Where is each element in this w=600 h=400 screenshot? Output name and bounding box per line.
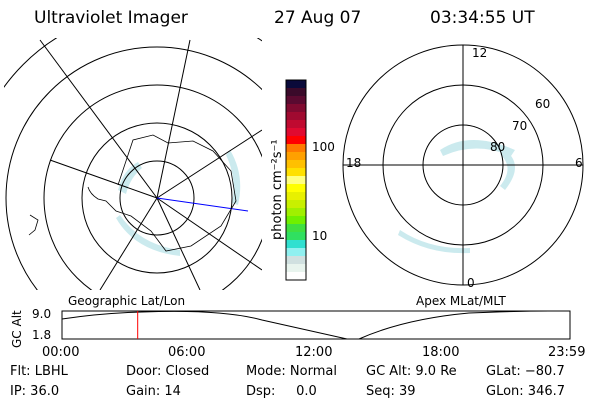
glon: GLon: 346.7 <box>486 384 566 399</box>
timeline-ylabel: GC Alt <box>10 310 24 348</box>
colorbar-band <box>286 96 306 105</box>
left-map-label: Geographic Lat/Lon <box>68 294 186 308</box>
filter: Flt: LBHL <box>10 364 68 379</box>
dsp: Dsp: 0.0 <box>246 384 317 399</box>
time: 03:34:55 UT <box>430 8 535 28</box>
colorbar-band <box>286 216 306 225</box>
colorbar-band <box>286 144 306 153</box>
colorbar-band <box>286 256 306 265</box>
colorbar-band <box>286 152 306 161</box>
colorbar-band <box>286 200 306 209</box>
colorbar-band <box>286 160 306 169</box>
ytick-1.8: 1.8 <box>32 328 52 342</box>
colorbar-band <box>286 232 306 241</box>
mlt-0: 0 <box>467 276 475 290</box>
colorbar-band <box>286 80 306 89</box>
colorbar-band <box>286 136 306 145</box>
glat: GLat: −80.7 <box>486 364 565 379</box>
right-map-label: Apex MLat/MLT <box>416 294 506 308</box>
xtick-2: 12:00 <box>295 345 333 360</box>
colorbar-band <box>286 112 306 121</box>
timeline-plot <box>61 310 571 340</box>
mode: Mode: Normal <box>246 364 337 379</box>
mlt-18: 18 <box>346 156 362 170</box>
colorbar-band <box>286 264 306 273</box>
colorbar-label: photon cm⁻²s⁻¹ <box>270 139 285 240</box>
gc-alt: GC Alt: 9.0 Re <box>366 364 457 379</box>
mlt-6: 6 <box>575 156 583 170</box>
xtick-3: 18:00 <box>422 345 460 360</box>
date: 27 Aug 07 <box>274 8 362 28</box>
colorbar-band <box>286 192 306 201</box>
ytick-9: 9.0 <box>32 307 52 321</box>
colorbar-band <box>286 104 306 113</box>
mlt-12: 12 <box>472 46 488 60</box>
colorbar-band <box>286 224 306 233</box>
door: Door: Closed <box>126 364 210 379</box>
colorbar-tick-10: 10 <box>312 229 328 243</box>
geographic-map <box>4 38 262 290</box>
xtick-0: 00:00 <box>42 345 80 360</box>
colorbar-tick-100: 100 <box>312 140 335 154</box>
colorbar-band <box>286 168 306 177</box>
colorbar-band <box>286 248 306 257</box>
colorbar-band <box>286 128 306 137</box>
instrument-title: Ultraviolet Imager <box>34 8 188 28</box>
colorbar-band <box>286 240 306 249</box>
aurora-oval-apex <box>398 140 515 254</box>
mlat-60: 60 <box>535 97 551 111</box>
xtick-4: 23:59 <box>548 345 586 360</box>
colorbar-band <box>286 208 306 217</box>
seq: Seq: 39 <box>366 384 416 399</box>
mlat-70: 70 <box>512 119 528 133</box>
xtick-1: 06:00 <box>168 345 206 360</box>
aurora-oval <box>116 150 241 256</box>
colorbar <box>286 80 306 281</box>
ip: IP: 36.0 <box>10 384 60 399</box>
colorbar-band <box>286 272 306 281</box>
colorbar-band <box>286 120 306 129</box>
gain: Gain: 14 <box>126 384 181 399</box>
colorbar-band <box>286 184 306 193</box>
apex-polar-map <box>342 44 584 286</box>
colorbar-band <box>286 176 306 185</box>
colorbar-band <box>286 88 306 97</box>
mlat-80: 80 <box>490 140 506 154</box>
